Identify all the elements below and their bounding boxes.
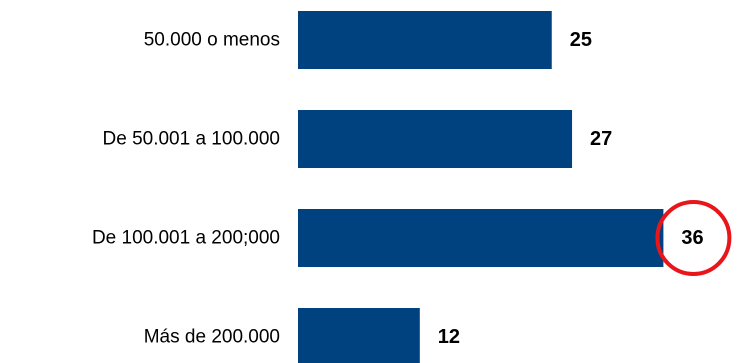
highlight-circle (655, 200, 732, 276)
value-label: 27 (590, 128, 612, 150)
bar (298, 308, 420, 363)
category-label: 50.000 o menos (144, 30, 280, 51)
value-label: 36 (681, 227, 703, 249)
category-label: De 100.001 a 200;000 (92, 228, 280, 249)
value-label: 12 (438, 326, 460, 348)
value-label: 25 (570, 29, 592, 51)
category-label: Más de 200.000 (144, 327, 280, 348)
category-label: De 50.001 a 100.000 (103, 129, 281, 150)
bar (298, 110, 573, 168)
bar (298, 11, 552, 69)
bar (298, 209, 664, 267)
